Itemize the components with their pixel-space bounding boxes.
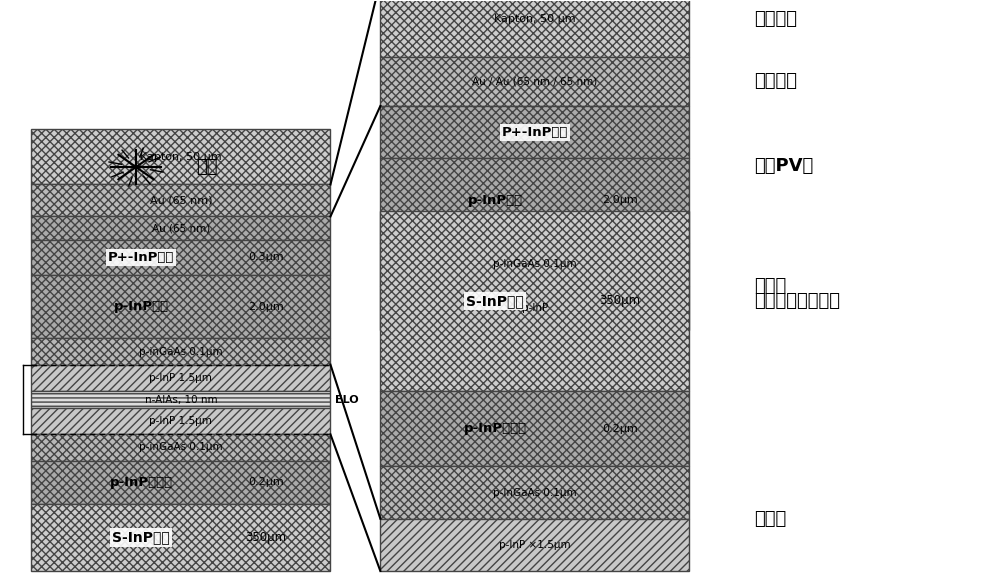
Text: Au / Au (65 nm / 65 nm): Au / Au (65 nm / 65 nm) xyxy=(472,77,598,86)
Bar xyxy=(380,57,689,106)
Text: p-InGaAs 0.1μm: p-InGaAs 0.1μm xyxy=(493,488,577,498)
Bar xyxy=(31,129,330,185)
Text: 保护层: 保护层 xyxy=(754,277,787,295)
Text: p-InP缓冲层: p-InP缓冲层 xyxy=(463,422,527,435)
Text: p-InP ×1.5μm: p-InP ×1.5μm xyxy=(499,540,571,550)
Text: p-InP基体: p-InP基体 xyxy=(467,194,523,207)
Bar xyxy=(380,519,689,571)
Text: P+-InP接触: P+-InP接触 xyxy=(502,126,568,138)
Text: 冷焊: 冷焊 xyxy=(196,158,217,176)
Bar xyxy=(380,106,689,158)
Text: p-inGaAs 0.1μm: p-inGaAs 0.1μm xyxy=(139,443,223,453)
Text: 有源PV区: 有源PV区 xyxy=(754,157,814,175)
Text: ELO: ELO xyxy=(335,395,359,405)
Text: 0.2μm: 0.2μm xyxy=(248,477,284,488)
Text: p-inGaAs 0.1μm: p-inGaAs 0.1μm xyxy=(139,346,223,357)
Bar xyxy=(380,242,689,286)
Text: P+-InP接触: P+-InP接触 xyxy=(108,251,174,263)
Bar xyxy=(380,158,689,242)
Bar xyxy=(31,339,330,364)
Text: p-InP缓冲层: p-InP缓冲层 xyxy=(109,476,173,489)
Bar xyxy=(31,434,330,461)
Bar xyxy=(31,185,330,217)
Text: Au (65 nm): Au (65 nm) xyxy=(150,196,212,206)
Bar xyxy=(31,217,330,239)
Text: 2.0μm: 2.0μm xyxy=(602,196,638,206)
Text: p-InP 1.5μm: p-InP 1.5μm xyxy=(149,416,212,426)
Bar xyxy=(31,504,330,571)
Text: 350μm: 350μm xyxy=(245,531,286,544)
Text: 金属接触: 金属接触 xyxy=(754,72,797,91)
Text: S-InP基板: S-InP基板 xyxy=(112,531,170,544)
Bar xyxy=(31,239,330,274)
Text: p-InP 1.5μm: p-InP 1.5μm xyxy=(149,373,212,383)
Text: Au (65 nm): Au (65 nm) xyxy=(152,223,210,233)
Bar xyxy=(31,274,330,339)
Text: S-InP基板: S-InP基板 xyxy=(466,294,524,308)
Bar xyxy=(380,0,689,57)
Text: 保护层: 保护层 xyxy=(754,510,787,528)
Text: 350μm: 350μm xyxy=(599,294,640,307)
Bar xyxy=(380,467,689,519)
Bar xyxy=(31,408,330,434)
Bar xyxy=(31,461,330,504)
Text: n-AlAs, 10 nm: n-AlAs, 10 nm xyxy=(145,395,217,405)
Text: p-InP: p-InP xyxy=(522,303,548,313)
Text: p-InGaAs 0.1μm: p-InGaAs 0.1μm xyxy=(493,259,577,269)
Bar xyxy=(31,391,330,408)
Text: 2.0μm: 2.0μm xyxy=(248,301,284,311)
Bar xyxy=(380,211,689,391)
Text: 0.3μm: 0.3μm xyxy=(248,252,283,262)
Text: 用于再生长的晶片: 用于再生长的晶片 xyxy=(754,292,840,310)
Text: 柔性基板: 柔性基板 xyxy=(754,10,797,28)
Text: 0.2μm: 0.2μm xyxy=(602,423,638,433)
Bar xyxy=(31,364,330,391)
Bar xyxy=(380,286,689,330)
Text: Kapton, 50 μm: Kapton, 50 μm xyxy=(494,14,576,24)
Text: Kapton, 50 μm: Kapton, 50 μm xyxy=(140,152,222,162)
Bar xyxy=(380,391,689,467)
Text: p-InP基体: p-InP基体 xyxy=(113,300,169,313)
